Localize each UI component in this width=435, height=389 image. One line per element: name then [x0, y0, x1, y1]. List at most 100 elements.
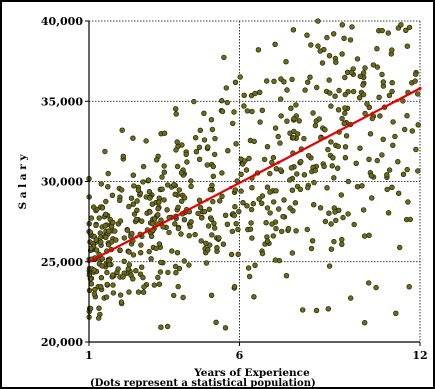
data-point	[335, 165, 341, 171]
data-point	[219, 170, 225, 176]
data-point	[199, 215, 205, 221]
data-point	[349, 24, 355, 30]
data-point	[164, 323, 171, 330]
data-point	[104, 281, 110, 288]
data-point	[311, 202, 317, 208]
data-point	[271, 199, 277, 205]
data-point	[301, 172, 308, 178]
data-point	[183, 151, 189, 158]
data-point	[186, 233, 192, 239]
data-point	[285, 225, 292, 232]
data-point	[385, 30, 391, 36]
data-point	[158, 217, 164, 223]
data-point	[283, 58, 289, 65]
data-point	[314, 84, 320, 91]
data-point	[368, 173, 374, 179]
data-point	[188, 219, 194, 225]
y-tick-labels: 20,000 25,000 30,000 35,000 40,000	[41, 15, 89, 349]
regression-marker	[300, 148, 304, 152]
data-point	[229, 228, 236, 235]
data-point	[131, 211, 138, 217]
data-point	[398, 22, 404, 28]
data-point	[364, 101, 370, 107]
data-point	[110, 219, 116, 226]
data-point	[236, 208, 242, 215]
data-point	[359, 183, 365, 189]
data-point	[133, 216, 140, 223]
data-point	[367, 131, 374, 137]
data-point	[256, 196, 262, 202]
data-point	[249, 235, 255, 241]
data-point	[140, 274, 146, 281]
data-point	[293, 228, 299, 234]
data-point	[98, 181, 105, 187]
data-point	[311, 179, 317, 186]
data-point	[360, 70, 367, 76]
data-point	[249, 108, 255, 115]
data-point	[356, 94, 363, 101]
data-point	[155, 212, 161, 218]
data-point	[118, 299, 125, 305]
data-point	[196, 144, 203, 151]
y-tick-label: 20,000	[41, 336, 83, 349]
data-point	[252, 90, 258, 97]
data-point	[121, 258, 127, 264]
data-point	[230, 120, 236, 127]
data-point	[131, 183, 137, 189]
data-point	[332, 93, 338, 99]
data-point	[345, 178, 351, 185]
data-point	[145, 177, 152, 183]
data-point	[345, 211, 351, 217]
data-point	[174, 139, 180, 145]
data-point	[259, 193, 266, 199]
data-point	[373, 284, 379, 291]
data-point	[348, 295, 354, 301]
data-point	[241, 103, 247, 109]
data-point	[213, 319, 219, 325]
data-point	[222, 212, 229, 219]
data-point	[96, 215, 102, 221]
data-point	[154, 157, 160, 163]
data-point	[208, 116, 215, 123]
data-point	[173, 111, 179, 117]
data-point	[209, 232, 215, 238]
data-point	[156, 281, 163, 287]
data-point	[369, 195, 375, 201]
data-point	[294, 171, 300, 177]
data-point	[291, 115, 297, 122]
data-point	[103, 294, 110, 300]
data-point	[129, 230, 135, 237]
data-point	[264, 238, 271, 244]
data-point	[270, 154, 277, 161]
data-point	[193, 149, 200, 155]
data-point	[264, 78, 270, 84]
data-point	[141, 284, 147, 290]
data-point	[98, 275, 105, 281]
data-point	[357, 73, 363, 80]
data-point	[217, 198, 223, 204]
data-point	[366, 232, 372, 239]
data-point	[361, 233, 368, 239]
data-point	[138, 250, 144, 256]
data-point	[326, 210, 332, 216]
data-point	[135, 187, 142, 193]
data-point	[300, 307, 306, 313]
data-point	[301, 135, 307, 142]
data-point	[146, 189, 153, 195]
data-point	[192, 135, 199, 141]
data-point	[403, 27, 409, 33]
data-point	[172, 221, 178, 227]
data-point	[138, 242, 144, 248]
data-point	[140, 163, 147, 170]
regression-marker	[394, 99, 398, 103]
data-point	[178, 231, 184, 237]
data-point	[342, 91, 348, 98]
data-point	[390, 142, 396, 149]
data-point	[130, 172, 137, 178]
data-point	[244, 203, 250, 209]
data-point	[328, 139, 334, 145]
data-point	[293, 102, 299, 108]
data-point	[326, 77, 332, 83]
data-point	[169, 248, 175, 254]
